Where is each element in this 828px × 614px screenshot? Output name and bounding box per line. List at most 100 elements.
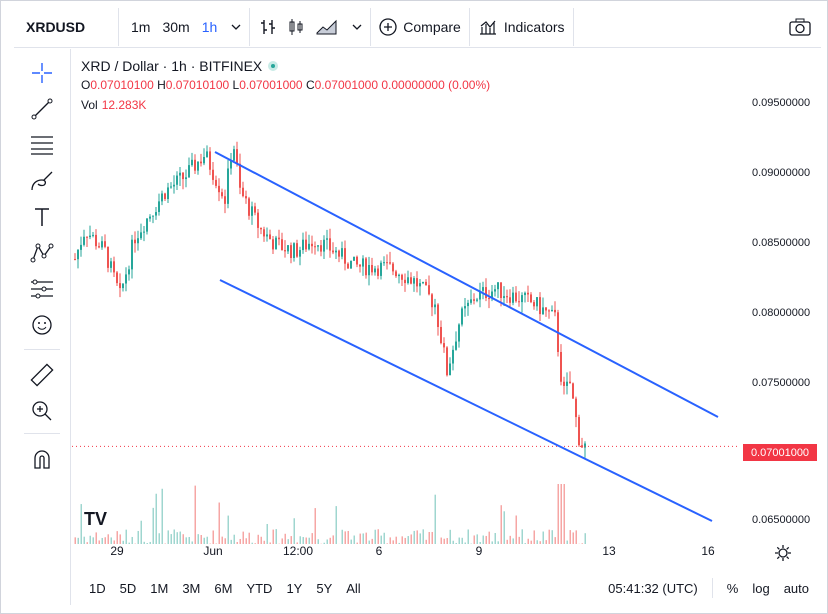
candle-body	[449, 363, 451, 376]
candle-body	[320, 245, 322, 252]
symbol-search[interactable]: XRDUSD	[26, 19, 86, 35]
candle-body	[245, 196, 247, 199]
candle-body	[146, 218, 148, 232]
volume-bar	[206, 536, 208, 544]
candle-body	[446, 347, 448, 376]
volume-bar	[299, 536, 301, 544]
magnet-icon[interactable]	[28, 445, 56, 473]
candle-body	[278, 237, 280, 240]
chevron-down-icon[interactable]	[344, 24, 370, 30]
auto-toggle[interactable]: auto	[783, 580, 809, 596]
bar-chart-icon[interactable]	[250, 18, 282, 36]
text-icon[interactable]	[28, 203, 56, 231]
volume-bar	[461, 537, 463, 544]
emoji-icon[interactable]	[28, 311, 56, 339]
price-axis[interactable]: 0.09500000 0.09000000 0.08500000 0.08000…	[738, 49, 821, 544]
candle-body	[488, 298, 490, 300]
area-chart-icon[interactable]	[310, 19, 344, 35]
channel-lower-line	[219, 279, 713, 522]
chevron-down-icon[interactable]	[223, 24, 249, 30]
candle-body	[158, 201, 160, 213]
volume-bar	[101, 537, 103, 544]
zoom-icon[interactable]	[28, 397, 56, 425]
candle-body	[374, 268, 376, 273]
camera-icon[interactable]	[789, 18, 821, 36]
candle-body	[266, 234, 268, 237]
candle-body	[572, 383, 574, 399]
toolbar-divider	[572, 8, 574, 46]
range-1d[interactable]: 1D	[89, 580, 106, 596]
candle-body	[239, 163, 241, 188]
candle-body	[272, 239, 274, 250]
candle-body	[221, 192, 223, 197]
timeframe-30m[interactable]: 30m	[162, 19, 190, 35]
settings-icon[interactable]	[775, 545, 791, 566]
candle-body	[560, 351, 562, 382]
candle-body	[491, 291, 493, 299]
candle-body	[260, 227, 262, 230]
volume-bar	[404, 537, 406, 544]
candle-body	[92, 234, 94, 236]
candle-body	[191, 159, 193, 166]
price-tick: 0.08500000	[752, 237, 811, 249]
percent-toggle[interactable]: %	[726, 580, 739, 596]
volume-bar	[452, 540, 454, 544]
candle-body	[566, 381, 568, 386]
range-5y[interactable]: 5Y	[316, 580, 333, 596]
volume-bar	[449, 529, 451, 544]
volume-bar	[380, 535, 382, 544]
volume-bar	[551, 530, 553, 544]
utc-clock[interactable]: 05:41:32 (UTC)	[608, 580, 698, 596]
fib-icon[interactable]	[28, 131, 56, 159]
market-status-icon	[268, 61, 279, 71]
volume-bar	[116, 531, 118, 544]
forecast-icon[interactable]	[28, 275, 56, 303]
pattern-icon[interactable]	[28, 239, 56, 267]
log-toggle[interactable]: log	[752, 580, 770, 596]
candles-icon[interactable]	[282, 18, 310, 36]
range-1y[interactable]: 1Y	[286, 580, 303, 596]
volume-bar	[503, 511, 505, 544]
volume-bar	[113, 540, 115, 544]
candle-body	[392, 263, 394, 272]
candle-body	[134, 239, 136, 244]
volume-bar	[290, 536, 292, 544]
range-3m[interactable]: 3M	[182, 580, 201, 596]
chart-pane[interactable]: TV	[72, 49, 821, 544]
candle-body	[143, 231, 145, 233]
price-chart[interactable]: TV	[72, 49, 738, 544]
volume-bar	[350, 539, 352, 544]
range-5d[interactable]: 5D	[119, 580, 137, 596]
candle-body	[389, 262, 391, 264]
timeframe-1h[interactable]: 1h	[201, 19, 218, 35]
ruler-icon[interactable]	[28, 361, 56, 389]
candle-body	[74, 259, 76, 260]
indicators-button[interactable]: Indicators	[470, 18, 573, 36]
range-all[interactable]: All	[346, 580, 361, 596]
candle-body	[170, 186, 172, 188]
candle-body	[545, 307, 547, 311]
range-6m[interactable]: 6M	[214, 580, 233, 596]
volume-bar	[203, 537, 205, 544]
volume-bar	[281, 538, 283, 544]
cross-icon[interactable]	[28, 59, 56, 87]
candle-body	[194, 159, 196, 171]
candle-body	[521, 295, 523, 303]
trendline-icon[interactable]	[28, 95, 56, 123]
brush-icon[interactable]	[28, 167, 56, 195]
volume-bar	[200, 535, 202, 544]
volume-bar	[569, 530, 571, 544]
volume-bar	[527, 538, 529, 544]
timeframe-1m[interactable]: 1m	[131, 19, 151, 35]
toolbar-divider	[118, 8, 119, 46]
candle-body	[116, 272, 118, 284]
last-price-label: 0.07001000	[743, 444, 817, 461]
time-axis[interactable]: 29 Jun 12:00 6 9 13 16	[72, 544, 738, 560]
candle-body	[125, 274, 127, 284]
candle-body	[257, 212, 259, 228]
range-ytd[interactable]: YTD	[246, 580, 273, 596]
compare-button[interactable]: Compare	[371, 18, 469, 36]
range-1m[interactable]: 1M	[150, 580, 169, 596]
candle-body	[386, 262, 388, 264]
